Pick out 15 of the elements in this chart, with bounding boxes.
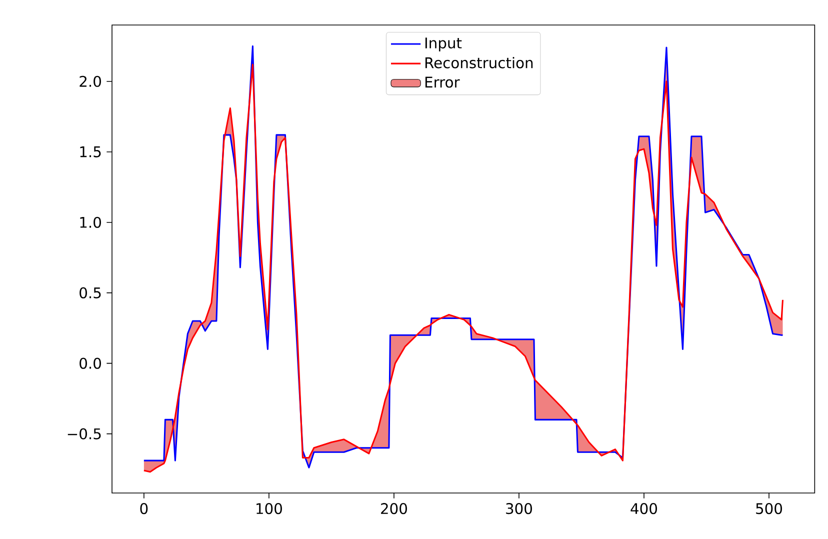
x-tick-label: 0 [140, 503, 148, 514]
y-tick-label: 1.5 [80, 146, 101, 158]
y-tick-label: −0.5 [68, 428, 101, 440]
legend-label: Error [425, 76, 460, 88]
x-tick-label: 400 [630, 503, 657, 514]
legend-label: Reconstruction [425, 56, 533, 68]
y-tick-label: 1.0 [80, 216, 101, 228]
y-tick-label: 0.5 [80, 287, 101, 298]
x-tick-label: 500 [756, 503, 782, 514]
y-tick-label: 2.0 [80, 76, 101, 87]
y-tick-label: 0.0 [80, 358, 101, 369]
x-tick-label: 300 [506, 503, 532, 514]
x-tick-label: 200 [381, 503, 407, 514]
legend-label: Input [425, 38, 462, 52]
x-tick-label: 100 [256, 503, 282, 514]
